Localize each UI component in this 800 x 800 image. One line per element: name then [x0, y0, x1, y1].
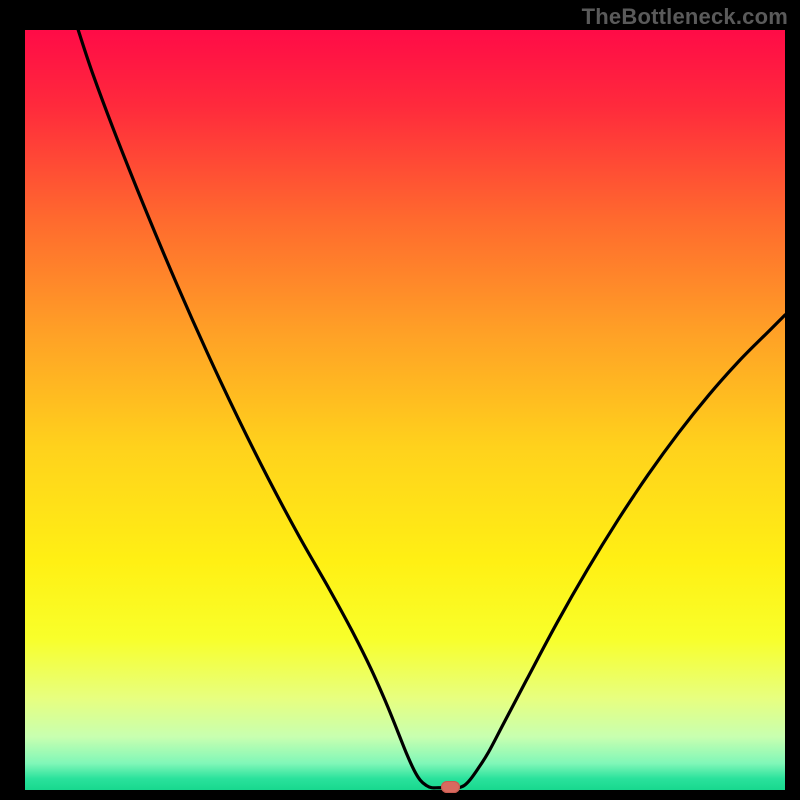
plot-area — [25, 30, 785, 790]
watermark-text: TheBottleneck.com — [582, 4, 788, 30]
bottleneck-curve — [78, 30, 785, 788]
curve-layer — [25, 30, 785, 790]
optimal-point-marker — [441, 781, 459, 793]
bottleneck-chart: TheBottleneck.com — [0, 0, 800, 800]
